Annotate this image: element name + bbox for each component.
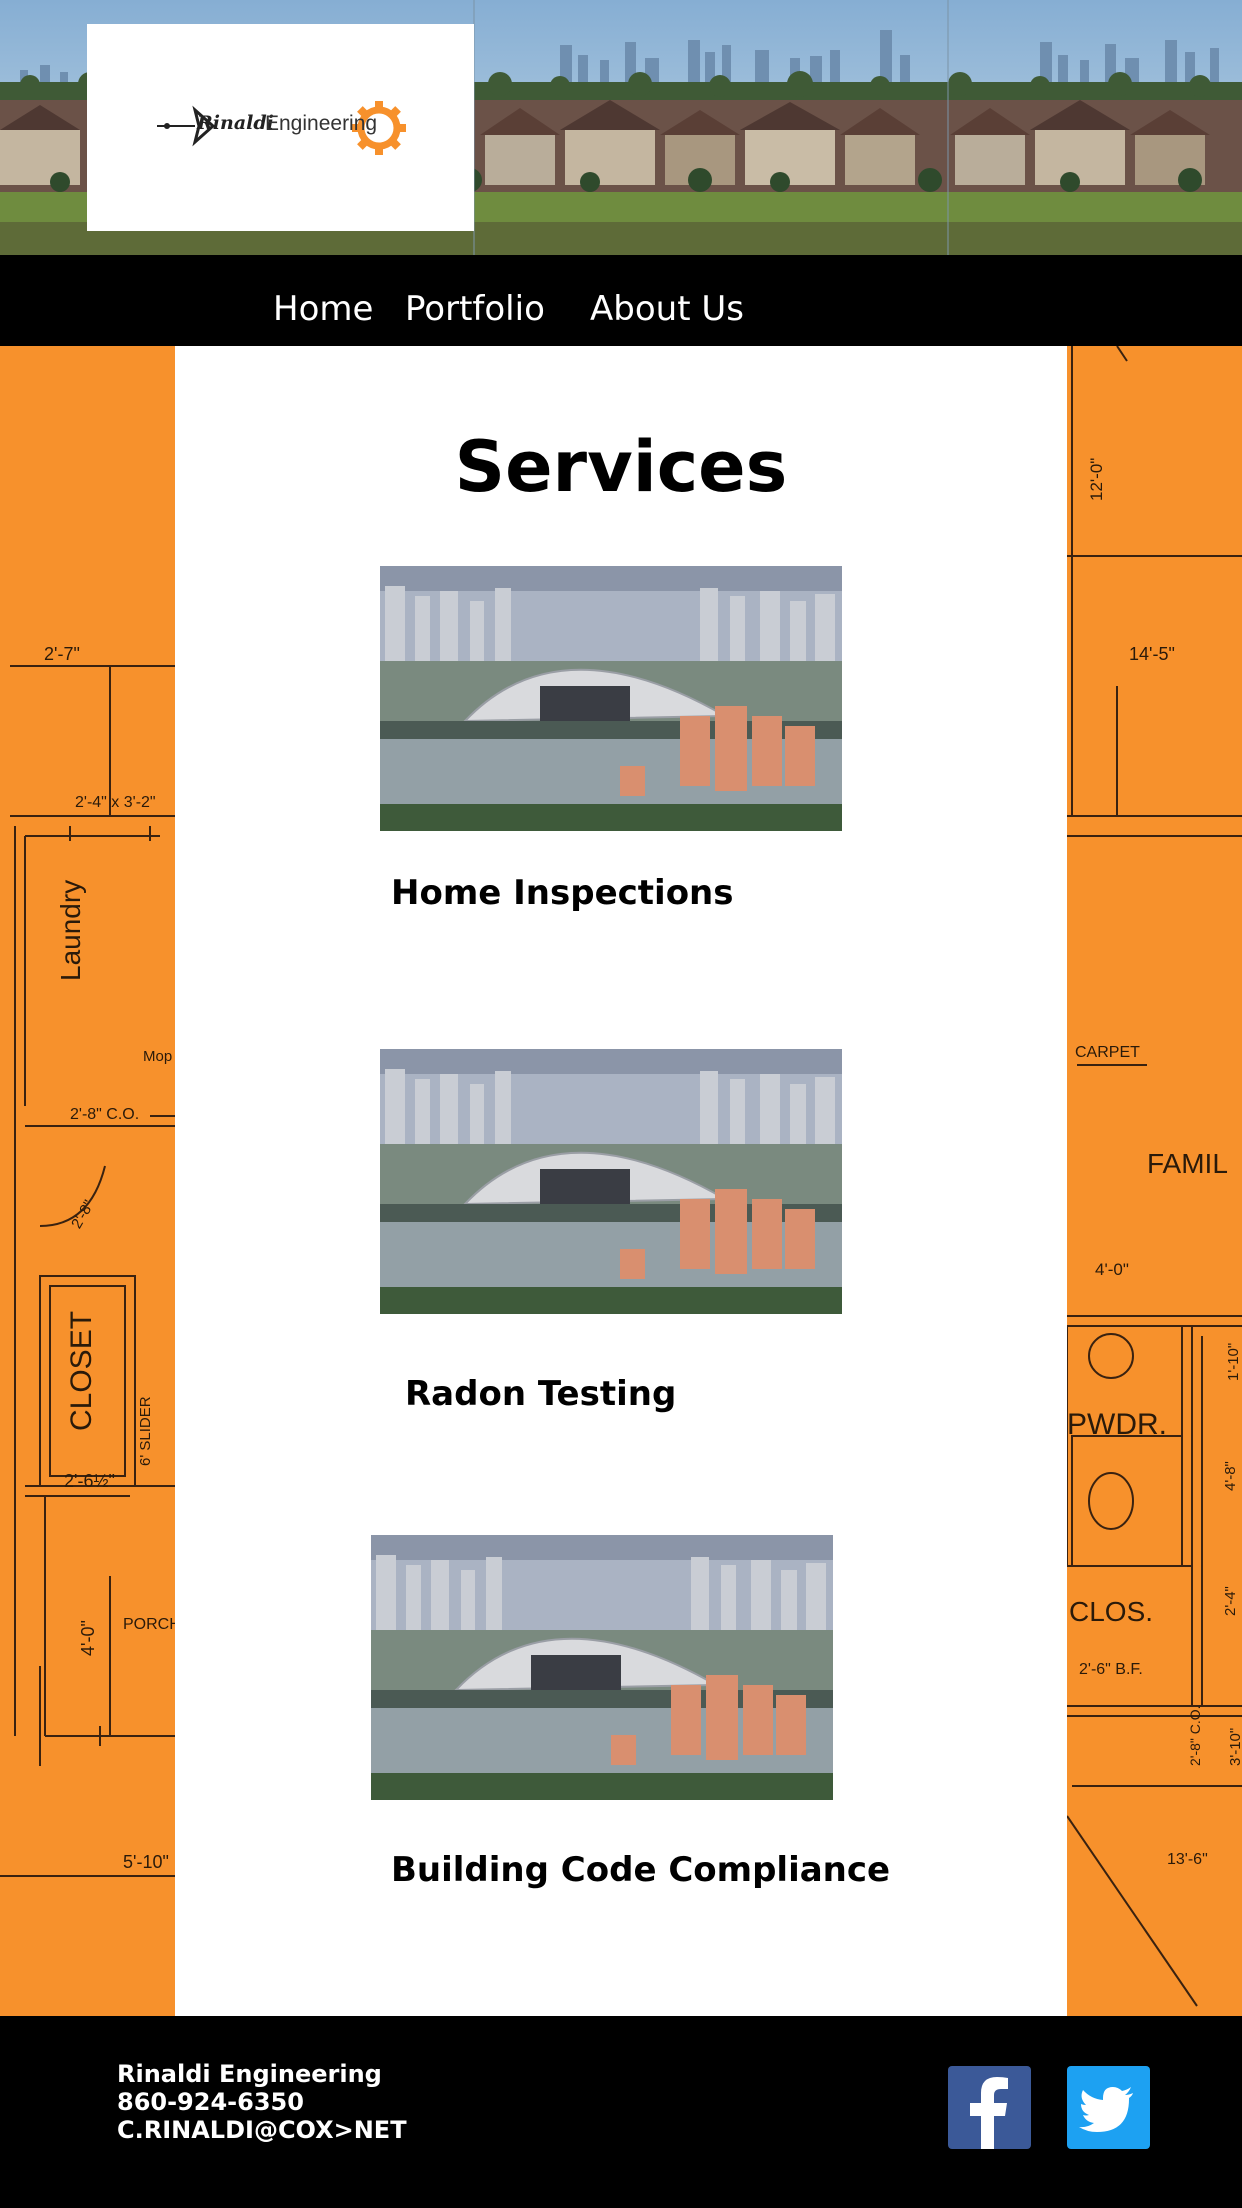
blueprint-label: 1'-10" <box>1225 1342 1242 1381</box>
blueprint-label: 2'-4" <box>1222 1586 1239 1616</box>
blueprint-left-panel: 2'-7" 2'-4" x 3'-2" Laundry Mop 2'-8" C.… <box>0 346 175 2016</box>
blueprint-label: 2'-7" <box>44 644 80 664</box>
service-title: Radon Testing <box>405 1374 677 1414</box>
service-title: Building Code Compliance <box>391 1850 891 1890</box>
stadium-photo <box>371 1535 833 1800</box>
blueprint-label: CLOS. <box>1069 1596 1154 1627</box>
blueprint-label: Laundry <box>55 879 86 981</box>
blueprint-label: 2'-8" C.O. <box>70 1106 140 1123</box>
page-title: Services <box>454 426 788 508</box>
facebook-link[interactable] <box>948 2066 1031 2149</box>
services-content: Services Home Inspections <box>175 346 1067 2016</box>
service-image-radon-testing <box>380 1049 842 1314</box>
blueprint-label: 13'-6" <box>1167 1851 1208 1868</box>
blueprint-label: 5'-10" <box>123 1852 169 1872</box>
blueprint-label: PWDR. <box>1067 1408 1167 1441</box>
footer: Rinaldi Engineering 860-924-6350 C.RINAL… <box>0 2016 1242 2208</box>
nav-home-link[interactable]: Home <box>273 289 374 329</box>
blueprint-label: 2'-6" B.F. <box>1079 1661 1143 1678</box>
service-title: Home Inspections <box>391 873 734 913</box>
stadium-photo <box>380 1049 842 1314</box>
footer-company: Rinaldi Engineering <box>117 2060 382 2088</box>
blueprint-label: 12'-0" <box>1087 457 1106 501</box>
twitter-link[interactable] <box>1067 2066 1150 2149</box>
logo-mark: Rinaldi Engineering <box>155 96 415 156</box>
blueprint-right-panel: 12'-0" 14'-5" CARPET FAMIL 4'-0" 1'-10" … <box>1067 346 1242 2016</box>
blueprint-label: 4'-8" <box>1222 1461 1239 1491</box>
footer-email: C.RINALDI@COX>NET <box>117 2116 407 2144</box>
blueprint-label: FAMIL <box>1147 1148 1228 1179</box>
blueprint-label: 2'-6½" <box>64 1471 115 1491</box>
blueprint-label: 4'-0" <box>78 1620 98 1656</box>
blueprint-lines <box>1067 346 1242 2007</box>
nav-about-us-link[interactable]: About Us <box>590 289 744 329</box>
nav-portfolio-link[interactable]: Portfolio <box>405 289 545 329</box>
blueprint-label: 4'-0" <box>1095 1260 1129 1279</box>
blueprint-label: CARPET <box>1075 1044 1140 1061</box>
footer-phone: 860-924-6350 <box>117 2088 304 2116</box>
stadium-photo <box>380 566 842 831</box>
blueprint-lines <box>0 665 175 1877</box>
blueprint-label: 6' SLIDER <box>137 1396 154 1466</box>
blueprint-label: 2'-4" x 3'-2" <box>75 794 156 811</box>
compass-gear-icon <box>157 101 406 155</box>
logo[interactable]: Rinaldi Engineering <box>87 24 474 231</box>
twitter-icon <box>1079 2087 1133 2132</box>
blueprint-label: 14'-5" <box>1129 644 1175 664</box>
blueprint-label: CLOSET <box>65 1310 98 1431</box>
service-image-home-inspections <box>380 566 842 831</box>
header-banner: Rinaldi Engineering <box>0 0 1242 255</box>
blueprint-label: 2'-8" C.O. <box>1187 1705 1203 1766</box>
blueprint-label: PORCH <box>123 1616 175 1633</box>
logo-brand-text: Rinaldi <box>197 112 274 134</box>
blueprint-label: Mop <box>143 1048 173 1065</box>
logo-engineering-text: Engineering <box>265 112 378 135</box>
main-nav: Home Portfolio About Us <box>0 255 1242 346</box>
facebook-icon <box>970 2077 1008 2149</box>
service-image-building-code-compliance <box>371 1535 833 1800</box>
blueprint-label: 3'-10" <box>1227 1727 1242 1766</box>
